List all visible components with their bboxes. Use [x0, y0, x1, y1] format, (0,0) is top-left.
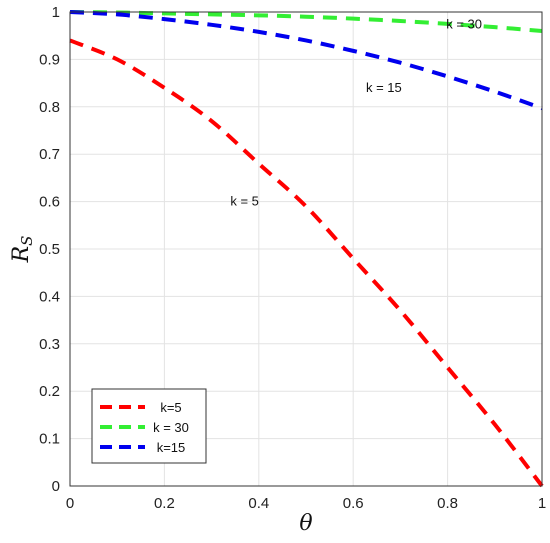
legend-label: k = 30 — [153, 420, 189, 435]
grid — [70, 12, 542, 486]
x-axis-label: θ — [299, 511, 312, 536]
plot-frame — [69, 11, 543, 487]
legend-label: k=15 — [157, 440, 186, 455]
series-line — [69, 10, 543, 33]
x-tick-label: 0.2 — [154, 495, 175, 512]
annotations: k = 30 k = 15 k = 5 — [230, 16, 482, 208]
y-tick-label: 0.8 — [39, 99, 60, 116]
series-annotation: k = 5 — [230, 194, 259, 209]
series-annotation: k = 30 — [446, 16, 482, 31]
y-tick-label: 0.1 — [39, 431, 60, 448]
y-tick-label: 0 — [52, 478, 60, 495]
legend: k=5 k = 30 k=15 — [91, 388, 207, 464]
y-tick-label: 0.2 — [39, 383, 60, 400]
x-tick-label: 0 — [66, 495, 74, 512]
tick-labels: 0 0.2 0.4 0.6 0.8 1 0 0.1 0.2 0.3 0.4 0.5 0.6 0.7 0.8 0… — [39, 4, 546, 512]
x-tick-label: 0.6 — [343, 495, 364, 512]
series-line — [69, 38, 544, 488]
y-tick-label: 1 — [52, 4, 60, 21]
y-axis-label-subscript: S — [18, 236, 36, 246]
series-layer — [69, 10, 544, 488]
y-tick-label: 0.6 — [39, 194, 60, 211]
series-annotation: k = 15 — [366, 80, 402, 95]
y-tick-label: 0.9 — [39, 51, 60, 68]
y-tick-label: 0.7 — [39, 146, 60, 163]
y-axis-label-main: R — [9, 246, 34, 264]
y-tick-label: 0.3 — [39, 336, 60, 353]
x-tick-label: 0.4 — [248, 495, 269, 512]
series-line — [69, 10, 543, 111]
y-tick-label: 0.4 — [39, 288, 60, 305]
y-axis-label: RS — [9, 236, 36, 264]
legend-label: k=5 — [160, 400, 181, 415]
y-tick-label: 0.5 — [39, 241, 60, 258]
x-tick-label: 0.8 — [437, 495, 458, 512]
x-tick-label: 1 — [538, 495, 546, 512]
